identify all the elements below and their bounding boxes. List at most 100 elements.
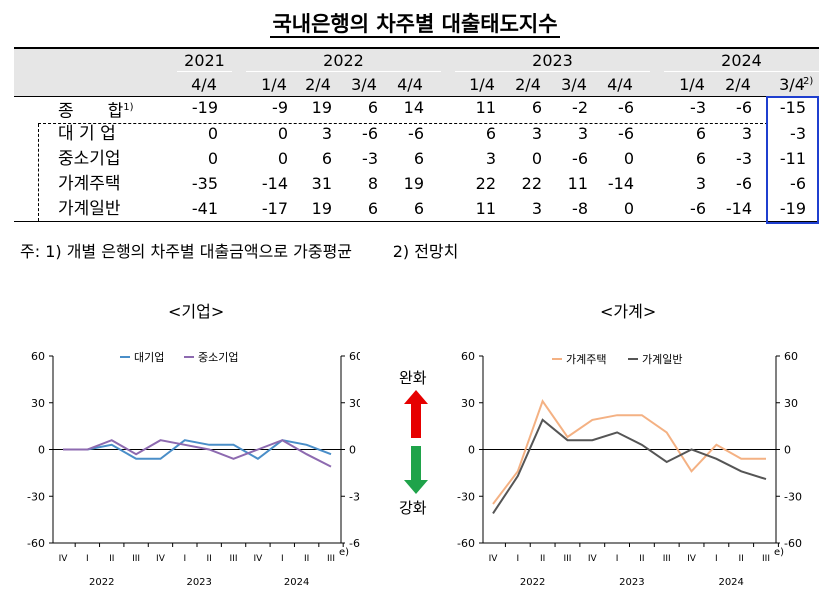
quarter-header: 2/4 xyxy=(305,75,331,94)
corporate-chart: 6060303000-30-30-60-60IVIIIIIIIVIIIIIIIV… xyxy=(27,350,360,588)
table-bottom-rule xyxy=(14,221,819,222)
y-tick-label-right: 60 xyxy=(784,350,798,363)
tightening-label: 강화 xyxy=(399,499,427,517)
year-divider xyxy=(177,71,232,72)
subrow-bracket xyxy=(38,124,39,221)
table-cell: -2 xyxy=(572,98,588,117)
table-cell: 19 xyxy=(311,199,332,218)
series-line-0 xyxy=(492,399,766,505)
easing-label: 완화 xyxy=(399,369,427,387)
y-tick-label-right: -30 xyxy=(349,490,360,503)
table-cell: 0 xyxy=(207,149,218,168)
year-2023: 2023 xyxy=(532,51,573,70)
year-2021: 2021 xyxy=(184,51,225,70)
table-cell: -3 xyxy=(790,124,806,143)
table-cell: -6 xyxy=(572,149,588,168)
table-cell: -6 xyxy=(618,124,634,143)
quarter-header: 3/4 xyxy=(779,75,805,94)
table-cell: 0 xyxy=(207,124,218,143)
table-cell: 3 xyxy=(321,124,332,143)
forecast-mark: 2) xyxy=(803,76,814,87)
table-cell: 6 xyxy=(695,149,706,168)
table-cell: 0 xyxy=(623,149,634,168)
x-group-label: 2024 xyxy=(284,577,309,588)
x-group-label: 2022 xyxy=(520,577,545,588)
x-tick-label: I xyxy=(183,554,186,564)
table-cell: -17 xyxy=(261,199,288,218)
y-tick-label-left: 60 xyxy=(31,350,45,363)
y-tick-label-right: 0 xyxy=(784,444,791,457)
table-cell: 3 xyxy=(695,174,706,193)
table-cell: 3 xyxy=(531,124,542,143)
table-top-rule xyxy=(14,47,819,49)
year-divider xyxy=(246,71,441,72)
x-tick-label: II xyxy=(540,554,545,564)
quarter-header: 4/4 xyxy=(191,75,217,94)
x-tick-label: II xyxy=(304,554,309,564)
table-cell: 11 xyxy=(475,98,496,117)
table-cell: -35 xyxy=(191,174,218,193)
y-tick-label-left: -60 xyxy=(457,537,475,550)
quarter-header: 4/4 xyxy=(607,75,633,94)
series-line-1 xyxy=(63,439,332,468)
table-cell: -6 xyxy=(736,98,752,117)
up-arrow-icon xyxy=(404,390,428,438)
quarter-header: 1/4 xyxy=(469,75,495,94)
table-cell: 3 xyxy=(485,149,496,168)
table-cell: 3 xyxy=(741,124,752,143)
row-label: 종 합1) xyxy=(58,101,134,122)
x-tick-label: IV xyxy=(588,554,598,564)
table-cell: 6 xyxy=(695,124,706,143)
table-cell: 19 xyxy=(403,174,424,193)
table-cell: -14 xyxy=(607,174,634,193)
table-cell: 22 xyxy=(475,174,496,193)
table-cell: -15 xyxy=(779,98,806,117)
y-tick-label-left: 60 xyxy=(461,350,475,363)
y-tick-label-left: 0 xyxy=(468,444,475,457)
table-cell: 6 xyxy=(413,149,424,168)
forecast-highlight-box xyxy=(766,96,819,224)
table-cell: 0 xyxy=(277,124,288,143)
legend-label: 대기업 xyxy=(134,351,164,364)
table-cell: 31 xyxy=(311,174,332,193)
x-tick-label: III xyxy=(230,554,238,564)
y-tick-label-right: 30 xyxy=(784,397,798,410)
table-cell: -8 xyxy=(572,199,588,218)
x-tick-label: II xyxy=(639,554,644,564)
y-tick-label-left: 30 xyxy=(31,397,45,410)
table-cell: 22 xyxy=(521,174,542,193)
page-title: 국내은행의 차주별 대출태도지수 xyxy=(270,12,560,38)
table-cell: 6 xyxy=(531,98,542,117)
table-cell: 6 xyxy=(321,149,332,168)
table-cell: 0 xyxy=(277,149,288,168)
series-line-1 xyxy=(492,418,767,514)
table-cell: 8 xyxy=(367,174,378,193)
table-cell: -6 xyxy=(736,174,752,193)
x-tick-label: IV xyxy=(687,554,697,564)
year-2024: 2024 xyxy=(721,51,762,70)
x-tick-label: I xyxy=(616,554,619,564)
y-tick-label-right: -30 xyxy=(784,490,802,503)
quarter-header: 1/4 xyxy=(261,75,287,94)
year-divider xyxy=(455,71,650,72)
y-tick-label-left: -30 xyxy=(457,490,475,503)
table-cell: -41 xyxy=(191,199,218,218)
chart-title-corporate: <기업> xyxy=(168,302,225,321)
x-tick-label: IV xyxy=(156,554,166,564)
row-label: 가계주택 xyxy=(58,174,121,194)
row-label: 중소기업 xyxy=(58,149,121,169)
table-cell: 0 xyxy=(623,199,634,218)
x-tick-label: I xyxy=(281,554,284,564)
table-cell: -19 xyxy=(779,199,806,218)
table-cell: 6 xyxy=(367,98,378,117)
table-cell: -6 xyxy=(408,124,424,143)
table-cell: -6 xyxy=(790,174,806,193)
row-label: 가계일반 xyxy=(58,199,121,219)
table-cell: 11 xyxy=(567,174,588,193)
table-cell: -14 xyxy=(261,174,288,193)
x-tick-label: III xyxy=(663,554,671,564)
x-group-label: 2023 xyxy=(619,577,644,588)
x-tick-label: III xyxy=(132,554,140,564)
quarter-header: 2/4 xyxy=(725,75,751,94)
table-cell: 3 xyxy=(577,124,588,143)
